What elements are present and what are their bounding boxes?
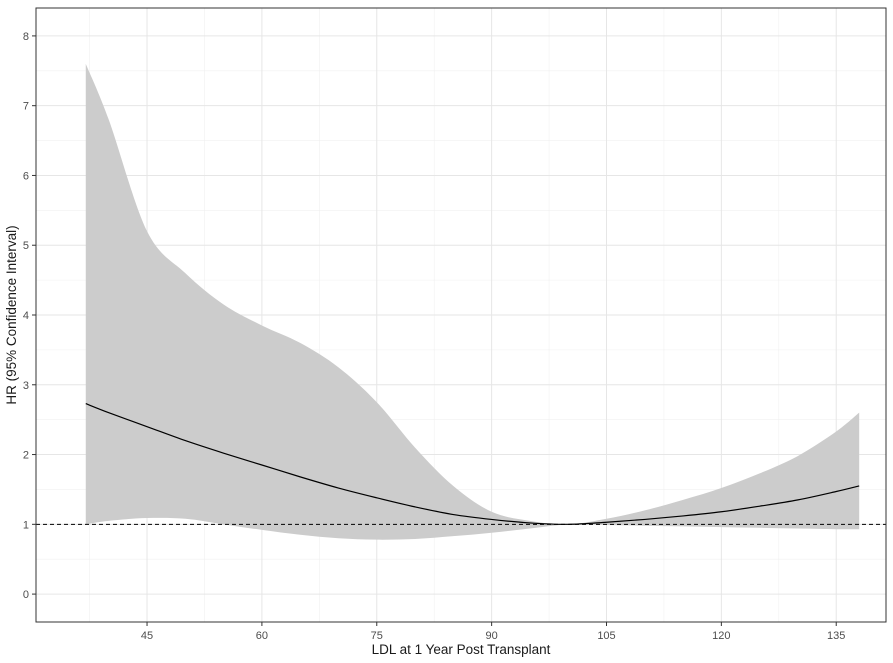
y-tick-label: 5 (23, 240, 29, 252)
confidence-band-area (85, 63, 860, 540)
y-tick-label: 4 (23, 310, 29, 322)
x-axis-title: LDL at 1 Year Post Transplant (372, 642, 551, 657)
x-tick-label: 75 (371, 630, 383, 642)
x-tick-label: 90 (486, 630, 498, 642)
x-tick-label: 135 (827, 630, 845, 642)
y-tick-label: 1 (23, 519, 29, 531)
x-axis-ticks: 45 60 75 90 105 120 135 (141, 622, 845, 642)
y-tick-label: 7 (23, 101, 29, 113)
x-tick-label: 45 (141, 630, 153, 642)
y-axis-ticks: 0 1 2 3 4 5 6 7 8 (23, 31, 36, 601)
y-tick-label: 3 (23, 380, 29, 392)
confidence-band (85, 63, 860, 540)
y-tick-label: 6 (23, 170, 29, 182)
hazard-ratio-curve (85, 403, 860, 525)
x-tick-label: 120 (712, 630, 730, 642)
hazard-ratio-line (85, 403, 860, 525)
y-tick-label: 2 (23, 450, 29, 462)
y-tick-label: 8 (23, 31, 29, 43)
y-axis-title: HR (95% Confidence Interval) (4, 225, 19, 404)
y-tick-label: 0 (23, 589, 29, 601)
x-tick-label: 105 (597, 630, 615, 642)
x-tick-label: 60 (256, 630, 268, 642)
